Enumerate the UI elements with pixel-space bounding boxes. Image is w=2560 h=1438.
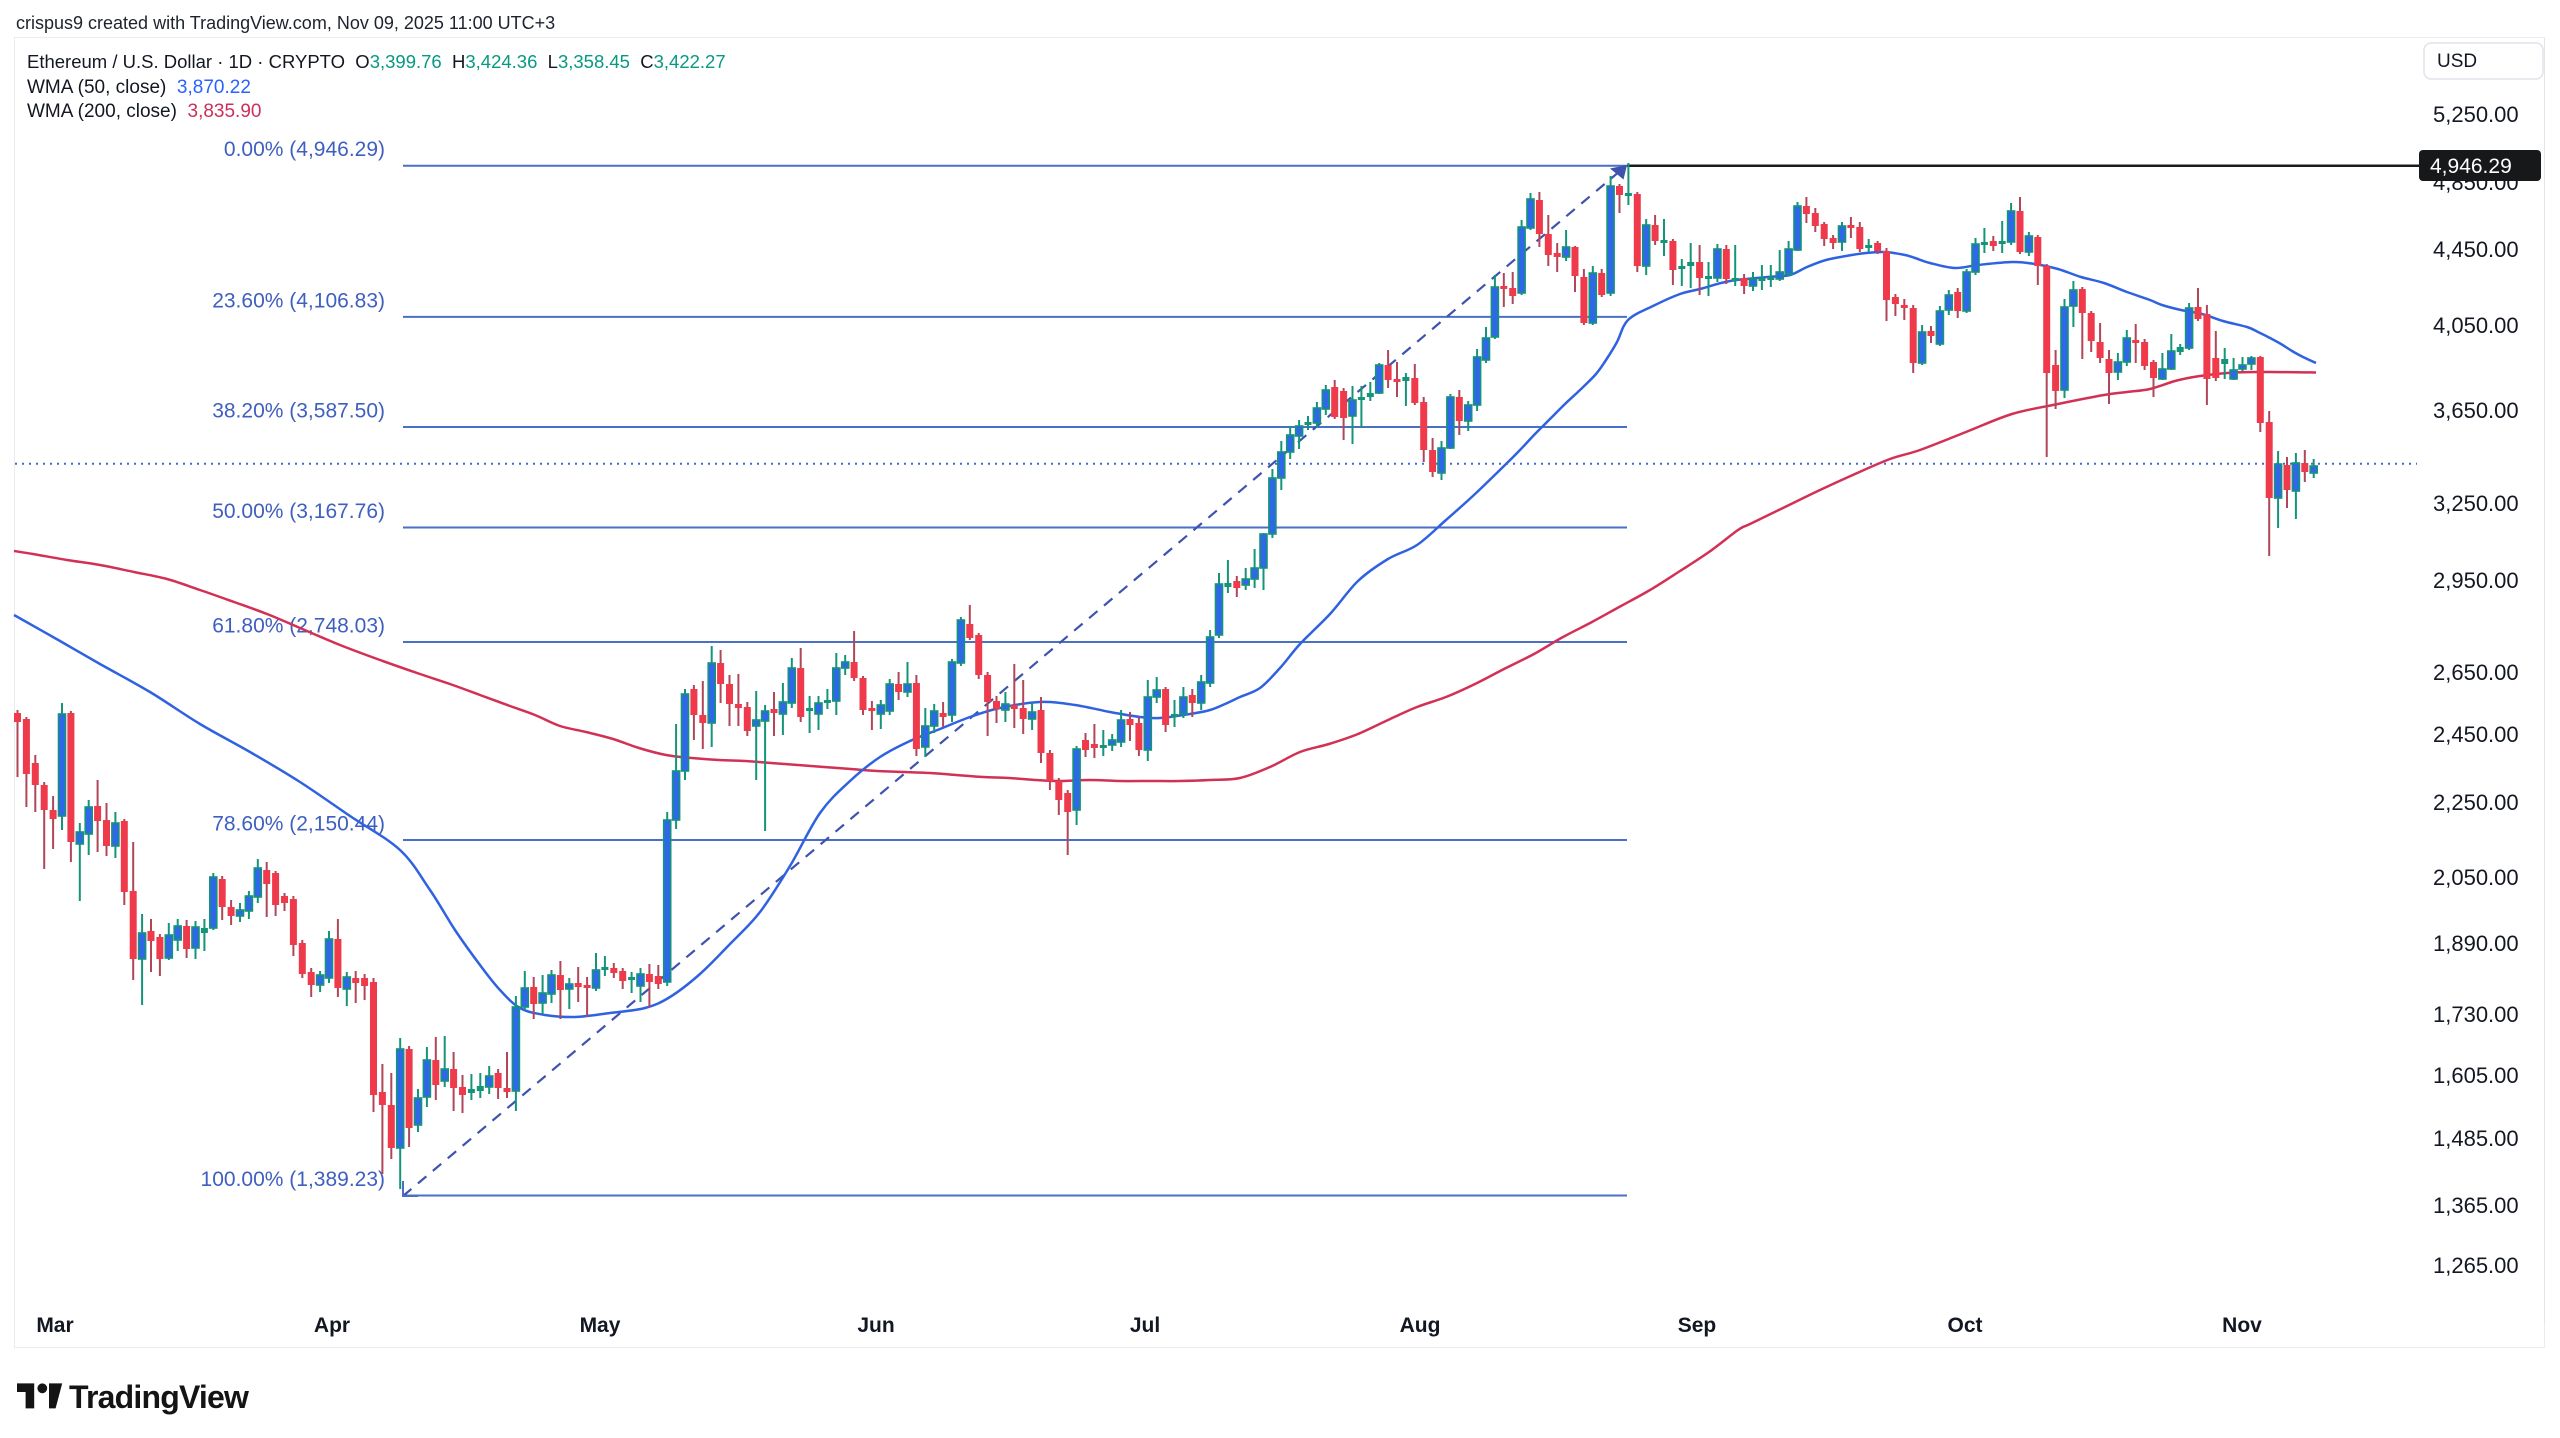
svg-text:50.00% (3,167.76): 50.00% (3,167.76) xyxy=(212,500,385,523)
svg-text:1,365.00: 1,365.00 xyxy=(2433,1193,2519,1218)
svg-text:100.00% (1,389.23): 100.00% (1,389.23) xyxy=(201,1168,385,1191)
svg-text:2,950.00: 2,950.00 xyxy=(2433,568,2519,593)
svg-text:2,050.00: 2,050.00 xyxy=(2433,865,2519,890)
svg-text:5,250.00: 5,250.00 xyxy=(2433,102,2519,127)
svg-text:Jul: Jul xyxy=(1130,1314,1160,1337)
svg-text:Aug: Aug xyxy=(1400,1314,1441,1337)
svg-text:1,485.00: 1,485.00 xyxy=(2433,1126,2519,1151)
svg-text:0.00% (4,946.29): 0.00% (4,946.29) xyxy=(224,138,385,161)
svg-text:4,946.29: 4,946.29 xyxy=(2430,155,2512,178)
svg-text:1,890.00: 1,890.00 xyxy=(2433,931,2519,956)
svg-text:WMA (50, close) 3,870.22: WMA (50, close) 3,870.22 xyxy=(27,77,251,98)
svg-text:61.80% (2,748.03): 61.80% (2,748.03) xyxy=(212,615,385,638)
svg-text:Apr: Apr xyxy=(314,1314,350,1337)
svg-text:crispus9 created with TradingV: crispus9 created with TradingView.com, N… xyxy=(16,13,555,33)
svg-text:2,650.00: 2,650.00 xyxy=(2433,660,2519,685)
svg-text:23.60% (4,106.83): 23.60% (4,106.83) xyxy=(212,289,385,312)
svg-text:2,250.00: 2,250.00 xyxy=(2433,790,2519,815)
svg-text:Jun: Jun xyxy=(857,1314,894,1337)
svg-text:TradingView: TradingView xyxy=(69,1379,249,1415)
svg-text:Ethereum / U.S. Dollar · 1D ·: Ethereum / U.S. Dollar · 1D · CRYPTO O3,… xyxy=(27,51,726,72)
svg-text:3,250.00: 3,250.00 xyxy=(2433,491,2519,516)
svg-text:1,265.00: 1,265.00 xyxy=(2433,1253,2519,1278)
svg-text:38.20% (3,587.50): 38.20% (3,587.50) xyxy=(212,400,385,423)
svg-text:1,730.00: 1,730.00 xyxy=(2433,1002,2519,1027)
svg-text:May: May xyxy=(580,1314,621,1337)
svg-text:WMA (200, close) 3,835.90: WMA (200, close) 3,835.90 xyxy=(27,101,261,122)
svg-text:Oct: Oct xyxy=(1947,1314,1982,1337)
svg-text:4,450.00: 4,450.00 xyxy=(2433,237,2519,262)
svg-text:USD: USD xyxy=(2437,51,2477,72)
svg-text:Nov: Nov xyxy=(2222,1314,2262,1337)
svg-text:3,650.00: 3,650.00 xyxy=(2433,398,2519,423)
svg-text:1,605.00: 1,605.00 xyxy=(2433,1063,2519,1088)
svg-text:4,050.00: 4,050.00 xyxy=(2433,313,2519,338)
svg-text:Mar: Mar xyxy=(36,1314,73,1337)
svg-text:Sep: Sep xyxy=(1678,1314,1717,1337)
svg-text:78.60% (2,150.44): 78.60% (2,150.44) xyxy=(212,813,385,836)
svg-text:2,450.00: 2,450.00 xyxy=(2433,722,2519,747)
